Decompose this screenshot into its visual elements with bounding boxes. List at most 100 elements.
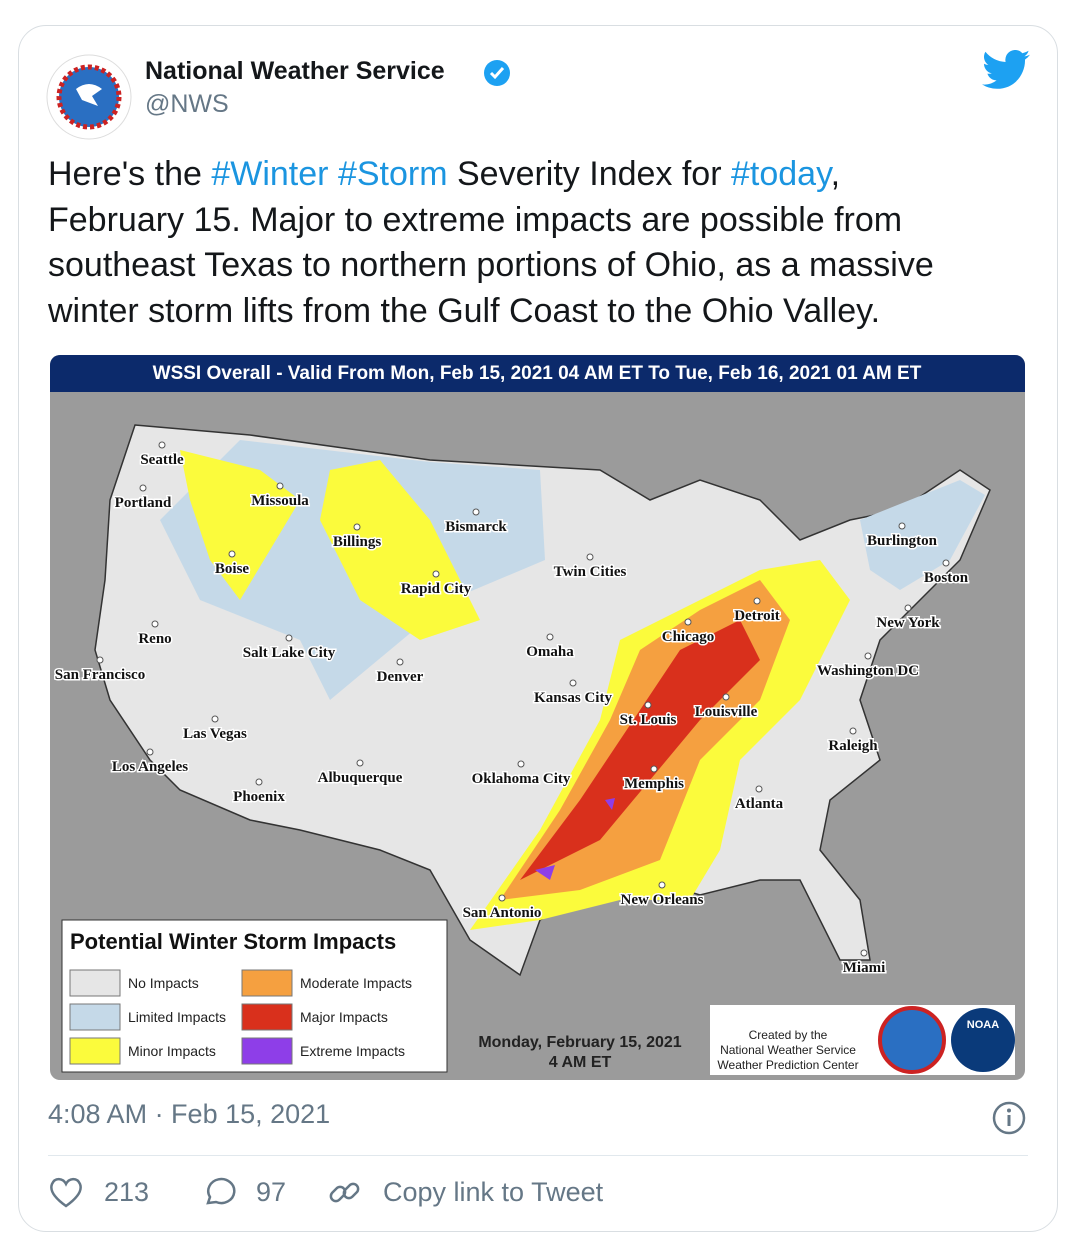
info-icon[interactable] <box>992 1101 1026 1135</box>
city-label: New Orleans <box>621 892 704 908</box>
text: winter storm lifts from the Gulf Coast t… <box>48 291 881 330</box>
legend-swatch <box>69 1037 121 1065</box>
legend-label: Minor Impacts <box>128 1043 216 1059</box>
city-dot <box>498 894 506 902</box>
city-dot <box>151 620 159 628</box>
city-label: Bismarck <box>445 519 507 535</box>
like-count[interactable]: 213 <box>104 1177 150 1207</box>
avatar[interactable] <box>46 54 132 140</box>
hashtag[interactable]: #today <box>731 155 831 193</box>
timestamp[interactable]: 4:08 AM · Feb 15, 2021 <box>48 1099 331 1129</box>
reply-icon[interactable] <box>200 1175 236 1211</box>
city-dot <box>432 570 440 578</box>
city-label: Missoula <box>251 493 309 509</box>
map-image[interactable]: WSSI Overall - Valid From Mon, Feb 15, 2… <box>50 355 1025 1080</box>
city-label: Twin Cities <box>554 564 627 580</box>
author-handle[interactable]: @NWS <box>145 90 229 118</box>
city-dot <box>353 523 361 531</box>
twitter-logo[interactable] <box>982 50 1030 90</box>
city-label: Louisville <box>695 704 758 720</box>
city-label: Billings <box>333 534 382 550</box>
text: , <box>830 155 841 193</box>
city-label: Miami <box>843 960 886 976</box>
city-dot <box>228 550 236 558</box>
city-dot <box>898 522 906 530</box>
text: February 15. Major to extreme impacts ar… <box>48 200 903 239</box>
city-label: Boston <box>924 570 969 586</box>
divider <box>48 1155 1028 1156</box>
city-label: Los Angeles <box>112 759 188 775</box>
legend-swatch <box>69 1003 121 1031</box>
hashtag[interactable]: #Storm <box>337 155 448 193</box>
author-name[interactable]: National Weather Service <box>145 57 445 85</box>
city-label: Seattle <box>140 452 184 468</box>
city-dot <box>146 748 154 756</box>
map-date: Monday, February 15, 2021 <box>478 1034 681 1051</box>
legend-swatch <box>241 969 293 997</box>
text: Here's the <box>48 155 212 193</box>
legend-title: Potential Winter Storm Impacts <box>70 929 396 954</box>
city-dot <box>96 656 104 664</box>
noaa-logo <box>951 1008 1015 1072</box>
copy-link[interactable]: Copy link to Tweet <box>383 1177 604 1207</box>
reply-count[interactable]: 97 <box>256 1177 287 1207</box>
city-label: Oklahoma City <box>472 771 571 787</box>
noaa-text: NOAA <box>967 1019 999 1031</box>
city-dot <box>860 949 868 957</box>
city-label: Salt Lake City <box>243 645 336 661</box>
city-label: San Antonio <box>463 905 542 921</box>
city-label: Raleigh <box>828 738 878 754</box>
legend-label: Moderate Impacts <box>300 975 412 991</box>
text: Severity Index for <box>447 155 731 193</box>
city-dot <box>285 634 293 642</box>
city-label: Kansas City <box>534 690 612 706</box>
city-dot <box>755 785 763 793</box>
map-title: WSSI Overall - Valid From Mon, Feb 15, 2… <box>153 363 922 384</box>
city-dot <box>569 679 577 687</box>
like-icon[interactable] <box>48 1175 84 1209</box>
city-label: Las Vegas <box>183 726 247 742</box>
city-dot <box>472 508 480 516</box>
tweet-text: Here's the #Winter #Storm Severity Index… <box>48 152 934 334</box>
city-dot <box>722 693 730 701</box>
city-dot <box>158 441 166 449</box>
city-label: Omaha <box>526 644 574 660</box>
city-dot <box>644 701 652 709</box>
city-label: Memphis <box>624 776 684 792</box>
city-label: San Francisco <box>55 667 145 683</box>
city-label: Detroit <box>734 608 780 624</box>
city-label: Atlanta <box>735 796 784 812</box>
city-label: Chicago <box>662 629 715 645</box>
city-dot <box>546 633 554 641</box>
city-label: Albuquerque <box>318 770 403 786</box>
city-dot <box>517 760 525 768</box>
city-dot <box>849 727 857 735</box>
link-icon[interactable] <box>327 1175 363 1211</box>
city-dot <box>139 484 147 492</box>
city-label: Reno <box>138 631 171 647</box>
credit: National Weather Service <box>720 1043 856 1057</box>
city-label: Washington DC <box>817 663 919 679</box>
city-dot <box>658 881 666 889</box>
verified-badge <box>484 60 510 86</box>
city-label: New York <box>876 615 940 631</box>
city-label: Boise <box>215 561 250 577</box>
legend-swatch <box>241 1037 293 1065</box>
city-label: Portland <box>115 495 172 511</box>
city-dot <box>942 559 950 567</box>
credit: Weather Prediction Center <box>717 1058 858 1072</box>
city-label: St. Louis <box>620 712 677 728</box>
hashtag[interactable]: #Winter <box>211 155 329 193</box>
city-dot <box>753 597 761 605</box>
city-label: Burlington <box>867 533 938 549</box>
text: southeast Texas to northern portions of … <box>48 246 934 284</box>
city-dot <box>586 553 594 561</box>
legend-label: Extreme Impacts <box>300 1043 405 1059</box>
city-label: Phoenix <box>233 789 285 805</box>
credit: Created by the <box>749 1028 828 1042</box>
city-dot <box>864 652 872 660</box>
legend-label: Major Impacts <box>300 1009 388 1025</box>
city-dot <box>211 715 219 723</box>
legend-label: Limited Impacts <box>128 1009 226 1025</box>
